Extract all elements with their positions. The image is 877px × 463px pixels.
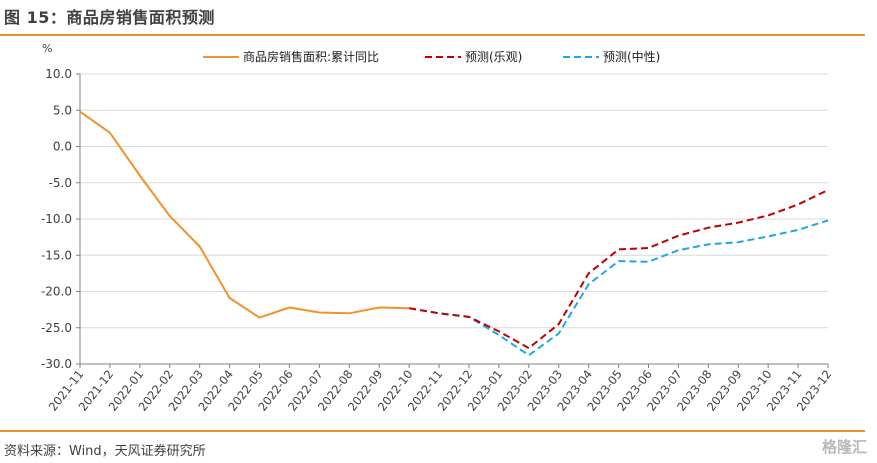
y-tick-label: -30.0	[41, 357, 72, 371]
figure-title: 图 15：商品房销售面积预测	[4, 8, 215, 27]
top-rule	[0, 34, 865, 36]
series-line-actual	[79, 110, 410, 319]
y-unit-label: %	[42, 42, 52, 55]
y-tick-label: -5.0	[49, 176, 72, 190]
legend-label: 预测(乐观)	[465, 50, 522, 64]
series-line-neutral	[408, 219, 829, 357]
axes	[76, 73, 829, 368]
legend: 商品房销售面积:累计同比 预测(乐观) 预测(中性)	[203, 49, 660, 64]
legend-label: 商品房销售面积:累计同比	[243, 49, 379, 64]
y-tick-label: 0.0	[53, 140, 72, 154]
series-layer	[79, 110, 829, 357]
x-tick-labels: 2021-112021-122022-012022-022022-032022-…	[46, 367, 835, 413]
y-tick-label: 5.0	[53, 103, 72, 117]
y-tick-label: -10.0	[41, 212, 72, 226]
y-tick-label: -20.0	[41, 285, 72, 299]
gridlines	[80, 73, 828, 329]
source-note: 资料来源：Wind，天风证券研究所	[4, 444, 206, 459]
bottom-rule	[0, 430, 865, 432]
y-tick-label: -15.0	[41, 248, 72, 262]
y-tick-labels: 10.0 5.0 0.0 -5.0 -10.0 -15.0 -20.0 -25.0 -30.0	[41, 67, 72, 371]
series-line-optimistic	[408, 189, 829, 350]
watermark-logo: 格隆汇	[821, 438, 867, 456]
legend-label: 预测(中性)	[603, 49, 660, 64]
y-tick-label: -25.0	[41, 321, 72, 335]
y-tick-label: 10.0	[45, 67, 72, 81]
